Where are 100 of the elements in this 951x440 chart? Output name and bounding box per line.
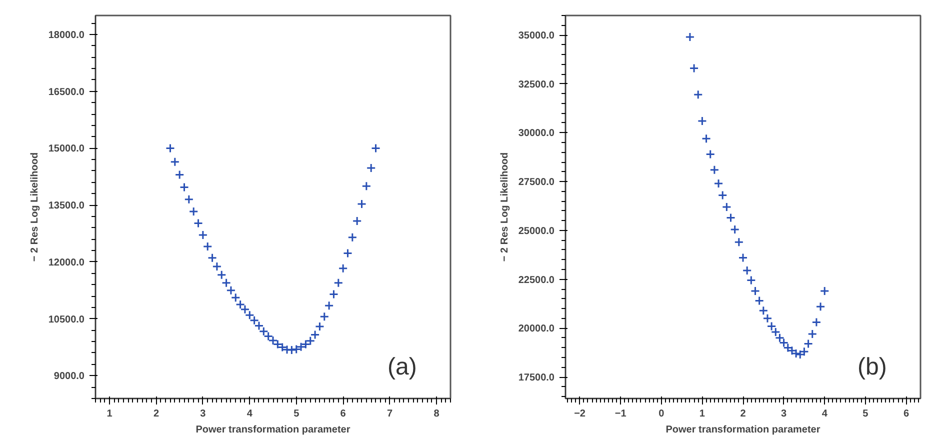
point bbox=[714, 178, 724, 188]
x-tick-label: 5 bbox=[862, 408, 869, 420]
y-tick-label: 25000.0 bbox=[518, 226, 555, 237]
point bbox=[338, 264, 348, 274]
point bbox=[702, 134, 712, 144]
point bbox=[230, 292, 240, 302]
y-tick-label: 12000.0 bbox=[48, 257, 85, 268]
point bbox=[779, 338, 789, 348]
point bbox=[240, 304, 250, 314]
x-tick-label: 4 bbox=[246, 408, 253, 420]
point bbox=[718, 190, 728, 200]
x-tick-label: 0 bbox=[658, 408, 665, 420]
point bbox=[314, 322, 324, 332]
point bbox=[746, 276, 756, 286]
point bbox=[357, 199, 366, 209]
point bbox=[188, 206, 198, 216]
x-tick-label: −2 bbox=[574, 408, 586, 420]
x-tick-label: 1 bbox=[106, 408, 113, 420]
point bbox=[366, 163, 376, 173]
x-tick-label: 5 bbox=[294, 408, 300, 420]
y-tick-label: 20000.0 bbox=[518, 324, 555, 335]
point bbox=[734, 237, 744, 247]
point bbox=[272, 340, 282, 350]
point bbox=[730, 224, 740, 234]
point bbox=[812, 318, 822, 328]
point bbox=[774, 333, 784, 343]
y-axis-title: − 2 Res Log Likelihood bbox=[29, 152, 40, 262]
y-tick-label: 13500.0 bbox=[48, 200, 85, 212]
annotation: (a) bbox=[388, 354, 417, 380]
y-tick-label: 22500.0 bbox=[518, 274, 555, 286]
point bbox=[222, 278, 232, 288]
point bbox=[766, 321, 776, 331]
x-tick-label: 7 bbox=[386, 408, 393, 420]
y-tick-label: 10500.0 bbox=[48, 314, 85, 326]
x-tick-label: 4 bbox=[822, 408, 828, 420]
point bbox=[174, 170, 184, 180]
point bbox=[722, 202, 732, 212]
point bbox=[689, 64, 699, 74]
point bbox=[236, 300, 246, 310]
point bbox=[250, 316, 260, 326]
point bbox=[697, 116, 707, 126]
x-tick-label: 6 bbox=[340, 408, 346, 420]
point bbox=[758, 306, 768, 316]
point bbox=[750, 286, 760, 296]
point bbox=[328, 289, 338, 299]
point bbox=[216, 270, 226, 280]
point bbox=[371, 143, 381, 153]
x-tick-label: −1 bbox=[614, 408, 627, 420]
point bbox=[710, 165, 720, 175]
y-tick-label: 18000.0 bbox=[48, 30, 85, 41]
x-tick-label: 3 bbox=[781, 408, 788, 420]
y-tick-label: 27500.0 bbox=[518, 177, 555, 188]
point bbox=[226, 286, 236, 296]
point bbox=[738, 253, 748, 263]
point bbox=[706, 149, 716, 159]
point bbox=[762, 314, 772, 324]
point bbox=[184, 194, 194, 204]
point bbox=[770, 327, 780, 337]
point bbox=[268, 336, 278, 346]
x-axis-title: Power transformation parameter bbox=[666, 424, 820, 436]
point bbox=[820, 286, 830, 296]
point bbox=[194, 218, 204, 228]
point bbox=[198, 230, 208, 240]
x-tick-label: 1 bbox=[699, 408, 706, 420]
point bbox=[212, 262, 222, 272]
y-tick-label: 9000.0 bbox=[54, 371, 85, 382]
y-tick-label: 30000.0 bbox=[518, 128, 555, 140]
x-tick-label: 6 bbox=[903, 408, 910, 420]
x-tick-label: 2 bbox=[153, 408, 160, 420]
point bbox=[334, 278, 344, 288]
point bbox=[342, 248, 352, 258]
point bbox=[264, 332, 274, 342]
point bbox=[799, 346, 809, 356]
point bbox=[791, 348, 801, 358]
point bbox=[348, 232, 358, 242]
point bbox=[324, 300, 334, 310]
point bbox=[170, 157, 180, 167]
point bbox=[165, 143, 175, 153]
x-axis-title: Power transformation parameter bbox=[196, 424, 350, 436]
point bbox=[352, 216, 362, 226]
y-tick-label: 17500.0 bbox=[518, 372, 555, 384]
point bbox=[804, 339, 814, 349]
point bbox=[244, 310, 254, 320]
point bbox=[202, 242, 212, 252]
x-tick-label: 3 bbox=[200, 408, 206, 420]
point bbox=[693, 90, 703, 100]
point bbox=[208, 253, 218, 263]
y-tick-label: 32500.0 bbox=[518, 79, 555, 90]
point bbox=[742, 266, 752, 276]
y-tick-label: 35000.0 bbox=[518, 30, 555, 42]
point bbox=[808, 329, 818, 339]
y-axis-title: − 2 Res Log Likelihood bbox=[499, 152, 510, 262]
point bbox=[816, 302, 826, 312]
point bbox=[754, 296, 764, 306]
point bbox=[362, 181, 372, 191]
y-tick-label: 16500.0 bbox=[48, 86, 85, 98]
annotation: (b) bbox=[858, 354, 887, 380]
point bbox=[320, 312, 330, 322]
point bbox=[795, 350, 805, 360]
point bbox=[258, 326, 268, 336]
